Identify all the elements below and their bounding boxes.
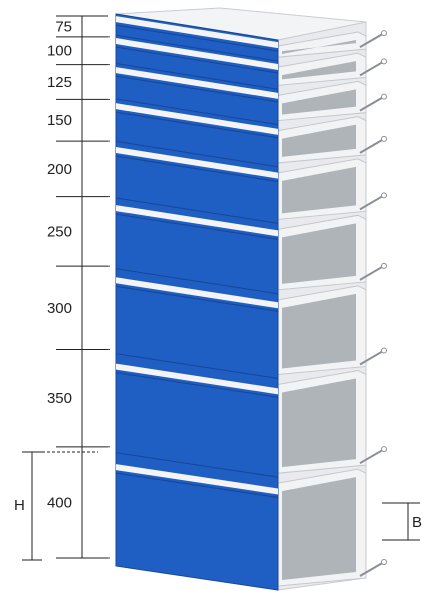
drawer-tray [277, 30, 387, 58]
drawer-rail [359, 264, 385, 281]
drawer-tray [277, 158, 387, 220]
drawer-handle [116, 205, 278, 237]
drawer-height-label: 400 [47, 494, 72, 511]
height-ruler: 75 100 125 150 200 250 300 350 400 [47, 15, 112, 559]
drawer-height-label: 200 [47, 161, 72, 178]
drawer-height-label: 250 [47, 223, 72, 240]
drawer-front [115, 98, 279, 168]
drawer-front [115, 13, 279, 62]
drawer-handle [116, 147, 278, 179]
drawer-rail [359, 60, 385, 77]
drawer-height-label: 125 [47, 74, 72, 91]
drawer-rail [359, 448, 385, 465]
drawer-tray [277, 369, 387, 474]
drawer-rail [359, 138, 385, 154]
drawer-rail [359, 194, 385, 211]
height-dimension: H [14, 451, 98, 561]
drawer-handle [116, 363, 278, 395]
drawer-front [115, 353, 279, 478]
drawer-handle [116, 464, 278, 495]
drawer-height-label: 350 [47, 390, 72, 407]
drawer-handle [116, 103, 278, 135]
drawer-tray [277, 52, 387, 86]
drawer-handle [116, 16, 278, 49]
drawer-handle [116, 67, 278, 99]
drawer-height-label: 100 [47, 43, 72, 60]
drawer-front [115, 452, 279, 591]
drawer-tray [277, 285, 387, 376]
drawer-height-label: 300 [47, 300, 72, 317]
drawer-front [115, 197, 279, 295]
drawer-trays [277, 30, 387, 587]
drawer-height-label: 75 [55, 18, 72, 35]
height-letter: H [14, 497, 25, 514]
drawer-front [115, 34, 279, 90]
drawer-rail [359, 32, 385, 49]
drawer-height-label: 150 [47, 112, 72, 129]
drawer-rail [359, 561, 385, 577]
drawer-front [115, 140, 279, 224]
drawer-fronts [115, 13, 279, 591]
drawer-rail [359, 349, 385, 366]
drawer-tray [277, 116, 387, 164]
depth-dimension: B [382, 502, 422, 541]
drawer-tray [277, 468, 387, 587]
drawer-handle [116, 38, 278, 70]
drawer-handle [116, 277, 278, 309]
depth-letter: B [412, 514, 422, 531]
drawer-front [115, 268, 279, 380]
drawer-tray [277, 214, 387, 291]
drawer-rail [359, 95, 385, 112]
